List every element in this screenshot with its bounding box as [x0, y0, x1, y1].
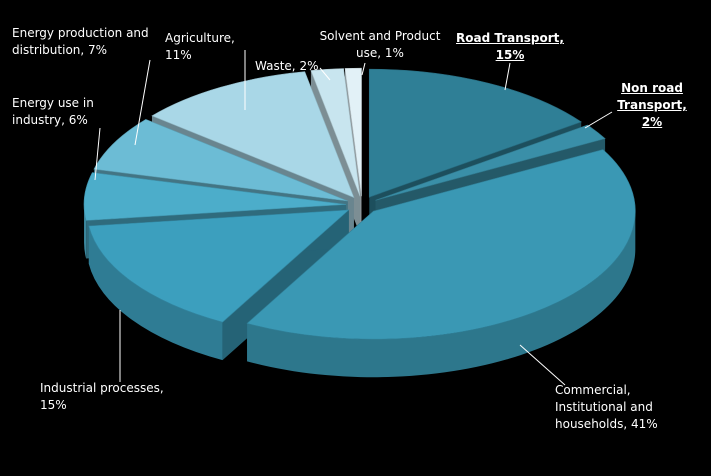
value-label: 15% — [40, 398, 67, 412]
data-label: Non road Transport, 2% — [612, 80, 692, 131]
category-label: Non road Transport, — [617, 81, 687, 112]
slice-wall — [88, 225, 223, 361]
slice — [246, 149, 636, 378]
leader-line — [361, 62, 366, 76]
data-label: Energy use in industry, 6% — [12, 95, 117, 129]
value-label: 41% — [630, 417, 658, 431]
data-label: Agriculture, 11% — [165, 30, 255, 64]
leader-line — [519, 344, 566, 386]
slice-wall — [84, 204, 87, 259]
slice-top — [93, 119, 348, 202]
category-label: Agriculture, — [165, 31, 235, 45]
slice-top — [83, 172, 347, 221]
leader-line — [134, 59, 151, 146]
slice-top — [246, 149, 636, 340]
value-label: 2% — [641, 115, 663, 129]
value-label: 11% — [165, 48, 192, 62]
data-label: Waste, 2% — [255, 58, 320, 75]
value-label: 6% — [68, 113, 88, 127]
slice-top — [88, 209, 350, 323]
data-label: Road Transport, 15% — [455, 30, 565, 64]
leader-line — [504, 62, 511, 91]
slice-top — [368, 68, 582, 198]
slice-wall — [247, 211, 636, 378]
category-label: Waste, — [255, 59, 296, 73]
leader-line — [584, 111, 613, 129]
leader-line — [319, 67, 331, 81]
slice-top — [310, 68, 361, 197]
category-label: Solvent and Product use, — [319, 29, 441, 60]
value-label: 7% — [88, 43, 108, 57]
value-label: 15% — [495, 48, 525, 62]
data-label: Commercial, Institutional and households… — [555, 382, 685, 433]
value-label: 1% — [384, 46, 404, 60]
category-label: Road Transport, — [456, 31, 564, 45]
data-label: Energy production and distribution, 7% — [12, 25, 162, 59]
slice-top — [151, 71, 355, 198]
value-label: 2% — [299, 59, 319, 73]
leader-line — [94, 127, 101, 181]
data-label: Industrial processes, 15% — [40, 380, 185, 414]
category-label: Commercial, Institutional and households… — [555, 383, 653, 431]
data-label: Solvent and Product use, 1% — [310, 28, 450, 62]
category-label: Industrial processes, — [40, 381, 164, 395]
category-label: Energy production and distribution, — [12, 26, 149, 57]
category-label: Energy use in industry, — [12, 96, 94, 127]
slice-top — [375, 124, 606, 201]
slice-top — [344, 67, 362, 197]
slice — [88, 209, 350, 361]
